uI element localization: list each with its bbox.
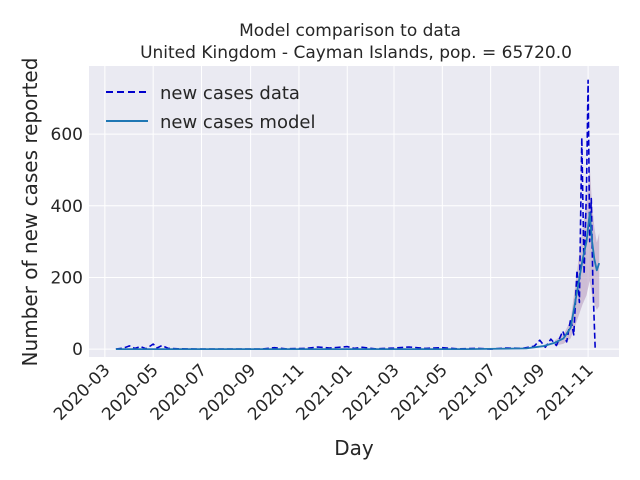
y-tick-label: 200: [51, 268, 83, 288]
plot-area: [89, 66, 619, 357]
y-axis-label: Number of new cases reported: [18, 58, 42, 367]
series-lines: [115, 79, 601, 351]
series-line-model: [115, 211, 601, 351]
chart-title-line1: Model comparison to data: [239, 21, 461, 41]
legend-label-model: new cases model: [160, 112, 315, 133]
y-tick-label: 0: [72, 340, 83, 360]
y-tick-label: 400: [51, 197, 83, 217]
y-tick-labels: 0 200 400 600: [51, 125, 83, 360]
legend: new cases data new cases model: [106, 83, 315, 133]
legend-label-data: new cases data: [160, 83, 300, 104]
y-tick-label: 600: [51, 125, 83, 145]
model-band: [554, 165, 600, 346]
chart-title-line2: United Kingdom - Cayman Islands, pop. = …: [140, 43, 572, 63]
x-tick-labels: 2020-032020-052020-072020-092020-112021-…: [50, 360, 598, 424]
model-uncertainty-band: [554, 165, 600, 346]
x-axis-label: Day: [334, 436, 374, 460]
